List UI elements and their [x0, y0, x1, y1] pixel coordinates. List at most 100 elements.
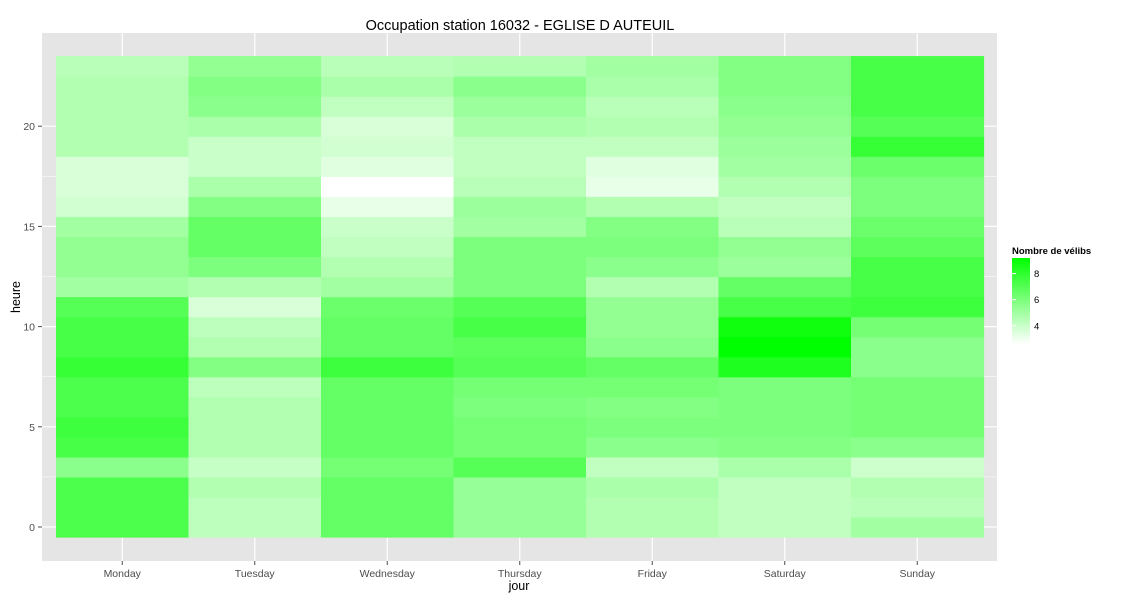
heatmap-cell	[453, 356, 587, 378]
heatmap-cell	[321, 196, 455, 217]
heatmap-cell	[56, 156, 190, 177]
heatmap-cell	[851, 476, 985, 498]
color-legend: Nombre de vélibs 4 6 8	[1012, 246, 1091, 344]
heatmap-cell	[188, 96, 322, 117]
heatmap-cell	[188, 376, 322, 398]
heatmap-cell	[851, 456, 985, 478]
heatmap-cell	[56, 476, 190, 498]
heatmap-cell	[851, 296, 985, 318]
heatmap-cell	[56, 96, 190, 117]
heatmap-cell	[56, 276, 190, 298]
heatmap-cell	[188, 156, 322, 177]
heatmap-cell	[586, 236, 720, 258]
heatmap-cell	[56, 516, 190, 538]
heatmap-cell	[851, 176, 985, 197]
heatmap-cell	[453, 156, 587, 177]
heatmap-cell	[453, 296, 587, 318]
heatmap-cell	[851, 136, 985, 157]
heatmap-cell	[321, 296, 455, 318]
heatmap-cell	[718, 336, 852, 358]
heatmap-cell	[586, 456, 720, 478]
heatmap-cell	[321, 456, 455, 478]
heatmap-cell	[586, 376, 720, 398]
heatmap-cell	[56, 376, 190, 398]
heatmap-cell	[453, 436, 587, 458]
heatmap-cell	[453, 516, 587, 538]
heatmap-cell	[188, 356, 322, 378]
heatmap-cell	[56, 136, 190, 157]
legend-title: Nombre de vélibs	[1012, 246, 1091, 257]
heatmap-cell	[586, 476, 720, 498]
heatmap-cell	[453, 56, 587, 77]
x-axis: Monday Tuesday Wednesday Thursday Friday Satu…	[104, 561, 936, 580]
heatmap-cell	[321, 176, 455, 197]
heatmap-cell	[851, 76, 985, 97]
heatmap-cell	[586, 136, 720, 157]
heatmap-cell	[586, 496, 720, 518]
heatmap-cell	[453, 376, 587, 398]
heatmap-cell	[453, 176, 587, 197]
heatmap-cell	[56, 356, 190, 378]
heatmap-cell	[56, 456, 190, 478]
heatmap-cell	[321, 356, 455, 378]
heatmap-cell	[586, 176, 720, 197]
heatmap-cells	[56, 56, 985, 538]
heatmap-cell	[718, 316, 852, 338]
heatmap-cell	[321, 96, 455, 117]
heatmap-cell	[188, 476, 322, 498]
heatmap-cell	[56, 176, 190, 197]
heatmap-cell	[188, 336, 322, 358]
heatmap-cell	[586, 296, 720, 318]
heatmap-cell	[56, 236, 190, 258]
heatmap-cell	[586, 76, 720, 97]
heatmap-cell	[188, 456, 322, 478]
y-axis-label: heure	[9, 281, 23, 313]
heatmap-cell	[453, 316, 587, 338]
heatmap-cell	[851, 216, 985, 238]
heatmap-cell	[718, 96, 852, 117]
heatmap-cell	[453, 276, 587, 298]
heatmap-cell	[56, 116, 190, 137]
y-tick-label: 10	[23, 322, 35, 334]
x-tick-label: Thursday	[498, 568, 543, 580]
heatmap-cell	[851, 356, 985, 378]
heatmap-cell	[718, 476, 852, 498]
heatmap-cell	[453, 76, 587, 97]
heatmap-cell	[586, 356, 720, 378]
heatmap-cell	[321, 76, 455, 97]
heatmap-cell	[586, 116, 720, 137]
heatmap-cell	[851, 316, 985, 338]
heatmap-cell	[453, 96, 587, 117]
heatmap-cell	[453, 216, 587, 238]
heatmap-cell	[321, 56, 455, 77]
heatmap-cell	[851, 496, 985, 518]
heatmap-cell	[453, 456, 587, 478]
x-tick-label: Sunday	[899, 568, 935, 580]
chart-title: Occupation station 16032 - EGLISE D AUTE…	[366, 18, 675, 34]
heatmap-cell	[188, 56, 322, 77]
heatmap-cell	[56, 296, 190, 318]
heatmap-cell	[586, 196, 720, 217]
heatmap-cell	[851, 56, 985, 77]
heatmap-cell	[321, 156, 455, 177]
heatmap-cell	[586, 56, 720, 77]
heatmap-cell	[321, 276, 455, 298]
heatmap-cell	[56, 336, 190, 358]
heatmap-cell	[851, 156, 985, 177]
heatmap-cell	[718, 236, 852, 258]
heatmap-cell	[718, 176, 852, 197]
heatmap-cell	[321, 236, 455, 258]
heatmap-cell	[188, 76, 322, 97]
heatmap-cell	[321, 116, 455, 137]
heatmap-cell	[321, 336, 455, 358]
heatmap-cell	[851, 116, 985, 137]
heatmap-cell	[453, 396, 587, 418]
heatmap-cell	[188, 436, 322, 458]
y-tick-label: 5	[29, 422, 35, 434]
heatmap-cell	[718, 376, 852, 398]
heatmap-cell	[453, 196, 587, 217]
heatmap-cell	[718, 216, 852, 238]
heatmap-cell	[718, 396, 852, 418]
heatmap-cell	[56, 76, 190, 97]
heatmap-cell	[586, 396, 720, 418]
